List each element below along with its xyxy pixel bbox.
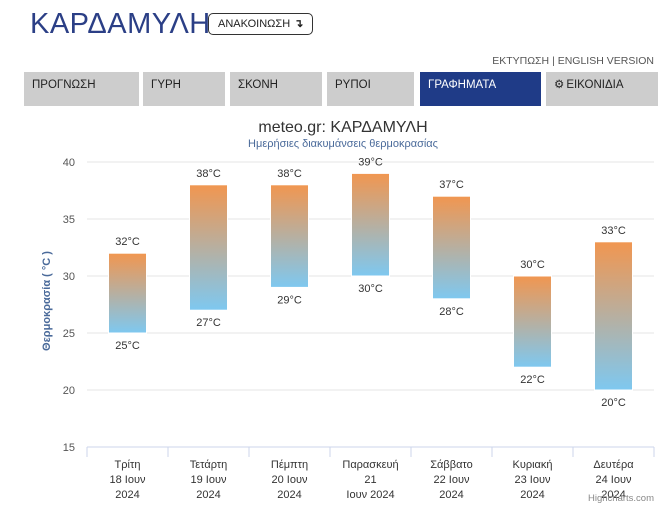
x-tick-label: Ιουν 2024 [346,489,394,501]
temperature-bar [351,172,390,277]
x-tick-label: Κυριακή [512,459,552,471]
low-temp-label: 22°C [520,374,545,386]
high-temp-label: 30°C [520,259,545,271]
y-tick-label: 25 [63,328,75,340]
high-temp-label: 32°C [115,236,140,248]
y-tick-label: 40 [63,157,75,169]
temperature-bar [270,184,309,288]
temperature-bar [432,195,471,300]
tab-label: ΣΚΟΝΗ [238,79,278,91]
tab-label: ΓΡΑΦΗΜΑΤΑ [428,79,497,91]
chart-title: meteo.gr: ΚΑΡΔΑΜΥΛΗ [258,119,427,136]
tab-forecast[interactable]: ΠΡΟΓΝΩΣΗ [24,72,139,106]
x-tick-label: 24 Ιουν [596,474,632,486]
main-tabs: ΠΡΟΓΝΩΣΗ ΓΥΡΗ ΣΚΟΝΗ ΡΥΠΟΙ ΓΡΑΦΗΜΑΤΑ ⚙ ΕΙΚ… [24,72,658,106]
y-tick-label: 30 [63,271,75,283]
tab-label: ΠΡΟΓΝΩΣΗ [32,79,96,91]
tab-icons[interactable]: ⚙ ΕΙΚΟΝΙΔΙΑ [546,72,658,106]
tab-pollen[interactable]: ΓΥΡΗ [143,72,225,106]
tab-dust[interactable]: ΣΚΟΝΗ [230,72,322,106]
announcement-label: ΑΝΑΚΟΙΝΩΣΗ [218,18,291,30]
y-tick-label: 15 [63,442,75,454]
x-tick-label: Δευτέρα [593,459,634,471]
y-tick-label: 20 [63,385,75,397]
y-axis-label: Θερμοκρασία ( °C ) [41,251,53,351]
x-tick-label: 20 Ιουν [272,474,308,486]
x-tick-label: Τετάρτη [190,459,228,471]
temperature-bar [189,184,228,311]
low-temp-label: 28°C [439,306,464,318]
tab-charts[interactable]: ΓΡΑΦΗΜΑΤΑ [420,72,541,106]
high-temp-label: 39°C [358,156,383,168]
high-temp-label: 37°C [439,179,464,191]
y-tick-label: 35 [63,214,75,226]
temperature-bar [594,241,633,391]
x-tick-label: 2024 [439,489,463,501]
tab-label: ΓΥΡΗ [151,79,181,91]
low-temp-label: 30°C [358,283,383,295]
arrow-down-icon: ↴ [294,18,304,30]
temperature-bar [513,275,552,368]
english-version-link[interactable]: ENGLISH VERSION [557,55,654,67]
x-tick-label: 21 [364,474,376,486]
low-temp-label: 29°C [277,294,302,306]
low-temp-label: 20°C [601,397,626,409]
chart-subtitle: Ημερήσιες διακυμάνσεις θερμοκρασίας [248,138,438,150]
bars [108,172,633,391]
top-links: ΕΚΤΥΠΩΣΗ | ENGLISH VERSION [492,55,654,67]
x-tick-label: Πέμπτη [271,459,308,471]
x-tick-label: 2024 [277,489,301,501]
x-tick-label: 19 Ιουν [191,474,227,486]
x-tick-label: 22 Ιουν [434,474,470,486]
tab-pollutants[interactable]: ΡΥΠΟΙ [327,72,414,106]
high-temp-label: 38°C [196,168,221,180]
page-title: ΚΑΡΔΑΜΥΛΗ [30,8,211,40]
low-temp-label: 25°C [115,340,140,352]
low-temp-label: 27°C [196,317,221,329]
x-tick-label: Σάββατο [430,459,472,471]
x-tick-label: 2024 [115,489,139,501]
x-tick-label: 23 Ιουν [515,474,551,486]
temperature-range-chart: meteo.gr: ΚΑΡΔΑΜΥΛΗ Ημερήσιες διακυμάνσε… [41,119,655,501]
x-tick-label: 18 Ιουν [110,474,146,486]
link-separator: | [552,55,555,67]
high-temp-label: 33°C [601,225,626,237]
x-tick-label: Τρίτη [115,459,141,471]
gear-icon: ⚙ [554,79,565,91]
high-temp-label: 38°C [277,168,302,180]
announcement-button[interactable]: ΑΝΑΚΟΙΝΩΣΗ ↴ [208,13,314,35]
x-tick-label: 2024 [196,489,220,501]
temperature-bar [108,252,147,334]
x-tick-label: 2024 [520,489,544,501]
data-labels: 32°C 25°C 38°C 27°C 38°C 29°C 39°C 30°C 37°C 28°C… [115,156,626,409]
x-tick-label: Παρασκευή [342,459,398,471]
x-tick-label: 2024 [601,489,625,501]
print-link[interactable]: ΕΚΤΥΠΩΣΗ [492,55,550,67]
x-axis: Τρίτη 18 Ιουν 2024 Τετάρτη 19 Ιουν 2024 Πέμπτη… [86,446,655,501]
tab-label: ΡΥΠΟΙ [335,79,371,91]
tab-label: ΕΙΚΟΝΙΔΙΑ [566,79,624,91]
chart-credits[interactable]: Highcharts.com [588,493,654,504]
